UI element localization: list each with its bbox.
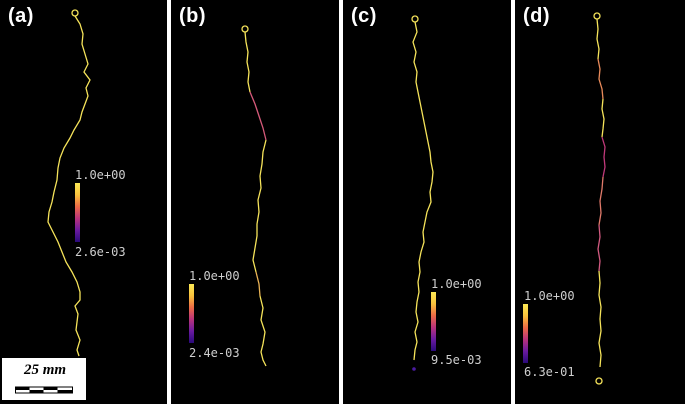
colorbar-max-label: 1.0e+00 [189,269,240,283]
panel-c: (c) 1.0e+00 9.5e-03 [343,0,511,404]
panel-a: (a) 1.0e+00 2.6e-03 [0,0,167,404]
trajectory-d [593,12,606,385]
colorbar [431,292,436,351]
colorbar-min-label: 2.4e-03 [189,346,240,360]
panel-label: (b) [179,5,207,27]
panel-d: (d) 1.0e+00 6.3e-01 [515,0,685,404]
panel-label: (d) [523,5,551,27]
colorbar [75,183,80,242]
colorbar [189,284,194,343]
panel-b: (b) 1.0e+00 2.4e-03 [171,0,339,404]
colorbar-max-label: 1.0e+00 [524,289,575,303]
colorbar-min-label: 6.3e-01 [524,365,575,379]
trajectory-b [241,25,267,367]
colorbar-min-label: 2.6e-03 [75,245,126,259]
colorbar [523,304,528,363]
trajectory-c [411,15,434,371]
panel-label: (c) [351,5,377,27]
scalebar-label: 25 mm [23,362,67,378]
colorbar-min-label: 9.5e-03 [431,353,482,367]
colorbar-max-label: 1.0e+00 [431,277,482,291]
trajectory-a [47,9,91,357]
colorbar-max-label: 1.0e+00 [75,168,126,182]
panel-label: (a) [8,5,34,27]
scalebar-ruler [15,386,73,394]
scalebar: 25 mm [1,357,87,401]
